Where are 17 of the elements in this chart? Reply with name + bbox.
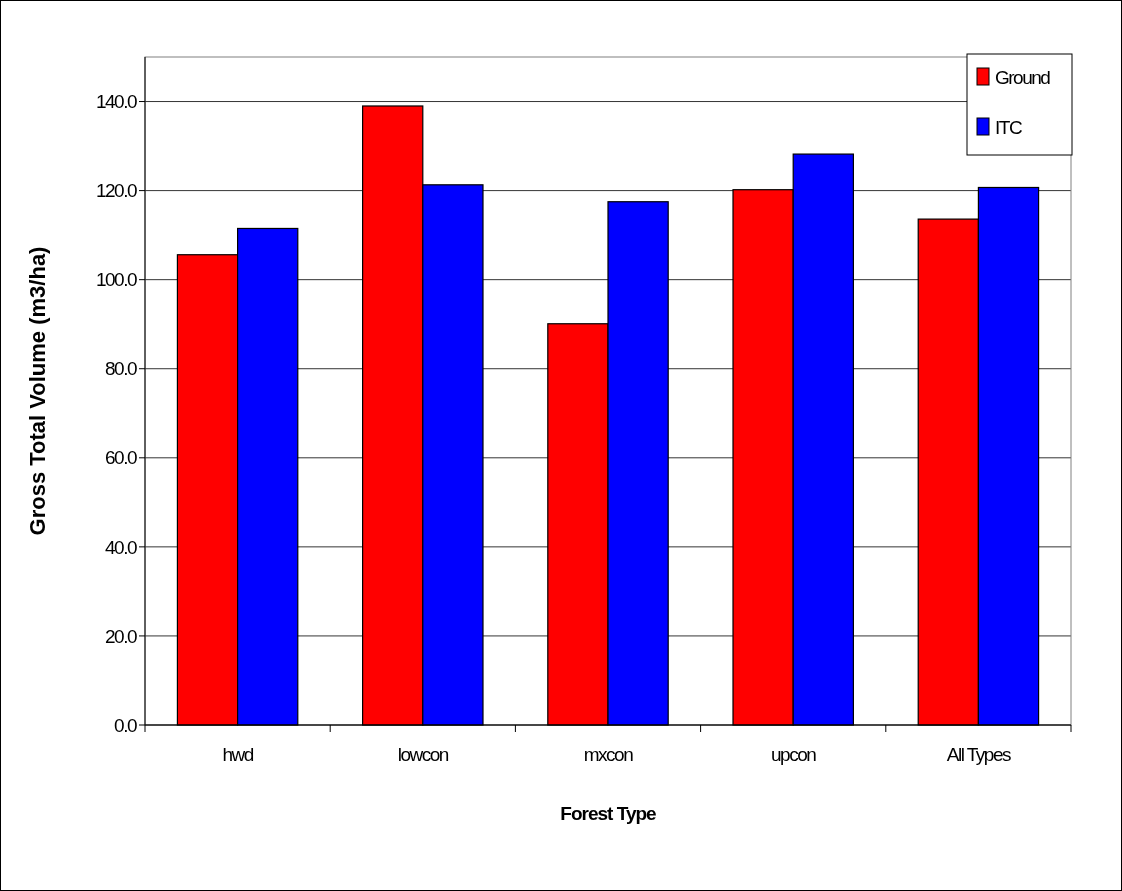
x-tick-label: lowcon <box>397 744 449 765</box>
y-tick-label: 40.0 <box>105 536 137 558</box>
x-axis-title: Forest Type <box>560 803 657 824</box>
y-tick-label: 20.0 <box>105 625 137 647</box>
y-tick-label: 120.0 <box>95 180 137 202</box>
x-tick-label: mxcon <box>583 744 634 765</box>
legend-label: Ground <box>995 66 1051 88</box>
x-tick-label: All Types <box>946 744 1012 765</box>
x-tick-label: hwd <box>222 744 254 765</box>
y-tick-label: 80.0 <box>105 358 137 380</box>
x-tick-label: upcon <box>771 744 817 765</box>
y-axis-title: Gross Total Volume (m3/ha) <box>25 246 50 536</box>
y-tick-label: 0.0 <box>114 714 137 736</box>
legend-label: ITC <box>995 116 1022 138</box>
y-tick-label: 140.0 <box>95 91 137 113</box>
y-tick-label: 100.0 <box>95 269 137 291</box>
y-tick-label: 60.0 <box>105 447 137 469</box>
